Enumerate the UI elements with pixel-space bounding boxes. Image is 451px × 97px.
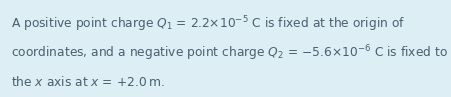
Text: A positive point charge $Q_1$ = 2.2×10$^{-5}$ C is fixed at the origin of: A positive point charge $Q_1$ = 2.2×10$^…	[11, 14, 405, 34]
Text: coordinates, and a negative point charge $Q_2$ = −5.6×10$^{-6}$ C is fixed to: coordinates, and a negative point charge…	[11, 44, 447, 63]
Text: the $x$ axis at $x$ = +2.0 m.: the $x$ axis at $x$ = +2.0 m.	[11, 75, 165, 89]
